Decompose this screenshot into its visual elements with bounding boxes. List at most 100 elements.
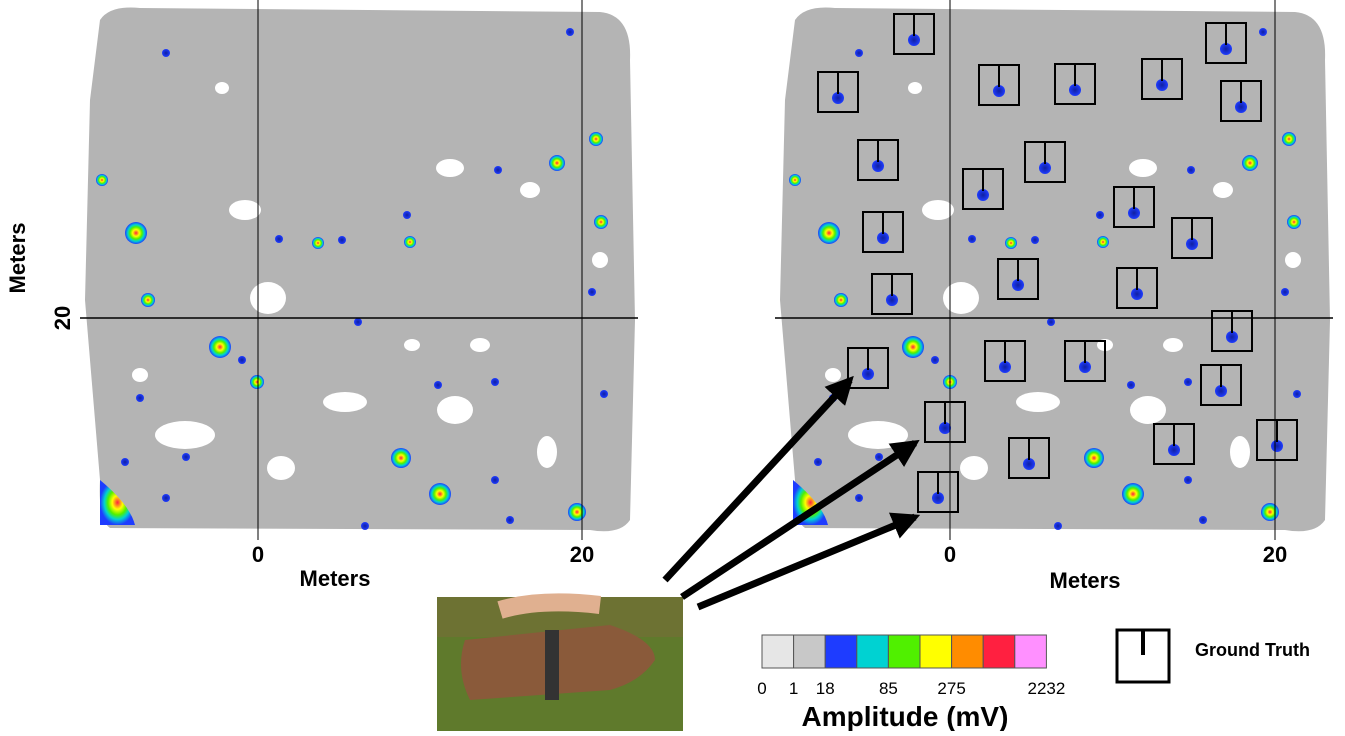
photo <box>437 597 683 731</box>
data-gap <box>215 82 229 94</box>
anomaly <box>238 356 246 364</box>
anomaly <box>1184 476 1192 484</box>
x-axis-label: Meters <box>300 566 371 591</box>
anomaly <box>1199 516 1207 524</box>
anomaly <box>1047 318 1055 326</box>
data-gap <box>1285 252 1301 268</box>
anomaly <box>1097 236 1109 248</box>
anomaly <box>209 336 231 358</box>
colorbar-cell <box>983 635 1015 668</box>
anomaly <box>855 494 863 502</box>
anomaly <box>1242 155 1258 171</box>
x-tick-label: 0 <box>944 542 956 567</box>
anomaly <box>121 458 129 466</box>
colorbar-cell <box>888 635 920 668</box>
anomaly <box>1282 132 1296 146</box>
y-axis-label: Meters <box>5 223 30 294</box>
anomaly <box>931 356 939 364</box>
anomaly <box>814 458 822 466</box>
data-gap <box>1129 159 1157 177</box>
x-axis-label: Meters <box>1050 568 1121 593</box>
anomaly <box>434 381 442 389</box>
anomaly <box>491 476 499 484</box>
anomaly <box>1005 237 1017 249</box>
anomaly <box>162 494 170 502</box>
anomaly <box>600 390 608 398</box>
anomaly <box>312 237 324 249</box>
anomaly <box>182 453 190 461</box>
colorbar-cell <box>952 635 984 668</box>
data-gap <box>537 436 557 468</box>
anomaly <box>1122 483 1144 505</box>
colorbar-cell <box>857 635 889 668</box>
anomaly <box>875 453 883 461</box>
colorbar-label: 85 <box>879 679 898 698</box>
colorbar-label: 2232 <box>1027 679 1065 698</box>
anomaly <box>1261 503 1279 521</box>
anomaly <box>275 235 283 243</box>
data-gap <box>1213 182 1233 198</box>
data-gap <box>960 456 988 480</box>
anomaly <box>549 155 565 171</box>
anomaly <box>141 293 155 307</box>
anomaly <box>404 236 416 248</box>
data-gap <box>404 339 420 351</box>
data-gap <box>825 368 841 382</box>
data-gap <box>943 282 979 314</box>
anomaly <box>338 236 346 244</box>
anomaly <box>1184 378 1192 386</box>
data-gap <box>922 200 954 220</box>
anomaly <box>589 132 603 146</box>
figure: Meters 20 0 20 Meters 0 20 Meters 011885… <box>0 0 1345 731</box>
data-gap <box>1130 396 1166 424</box>
anomaly <box>818 222 840 244</box>
colorbar-cell <box>920 635 952 668</box>
anomaly <box>902 336 924 358</box>
anomaly <box>361 522 369 530</box>
anomaly <box>494 166 502 174</box>
anomaly <box>566 28 574 36</box>
colorbar-cell <box>825 635 857 668</box>
colorbar-cell <box>794 635 826 668</box>
data-gap <box>592 252 608 268</box>
data-gap <box>267 456 295 480</box>
anomaly <box>136 394 144 402</box>
data-gap <box>437 396 473 424</box>
anomaly <box>1054 522 1062 530</box>
x-tick-label: 20 <box>570 542 594 567</box>
anomaly <box>588 288 596 296</box>
anomaly <box>1293 390 1301 398</box>
colorbar-label: 18 <box>816 679 835 698</box>
anomaly <box>354 318 362 326</box>
anomaly <box>1096 211 1104 219</box>
anomaly <box>125 222 147 244</box>
anomaly <box>250 375 264 389</box>
data-gap <box>1016 392 1060 412</box>
colorbar-label: 1 <box>789 679 798 698</box>
data-gap <box>1163 338 1183 352</box>
anomaly <box>491 378 499 386</box>
data-gap <box>908 82 922 94</box>
y-tick-label: 20 <box>50 306 75 330</box>
colorbar-cell <box>762 635 794 668</box>
anomaly <box>403 211 411 219</box>
anomaly <box>1281 288 1289 296</box>
data-gap <box>323 392 367 412</box>
data-gap <box>132 368 148 382</box>
data-gap <box>155 421 215 449</box>
anomaly <box>429 483 451 505</box>
anomaly <box>1187 166 1195 174</box>
anomaly <box>1031 236 1039 244</box>
data-gap <box>436 159 464 177</box>
anomaly <box>834 293 848 307</box>
right-map <box>780 8 1330 532</box>
colorbar-label: 275 <box>937 679 965 698</box>
data-gap <box>229 200 261 220</box>
data-gap <box>1230 436 1250 468</box>
anomaly <box>162 49 170 57</box>
x-tick-label: 20 <box>1263 542 1287 567</box>
data-gap <box>848 421 908 449</box>
colorbar-label: 0 <box>757 679 766 698</box>
colorbar-title: Amplitude (mV) <box>802 701 1009 731</box>
anomaly <box>1259 28 1267 36</box>
